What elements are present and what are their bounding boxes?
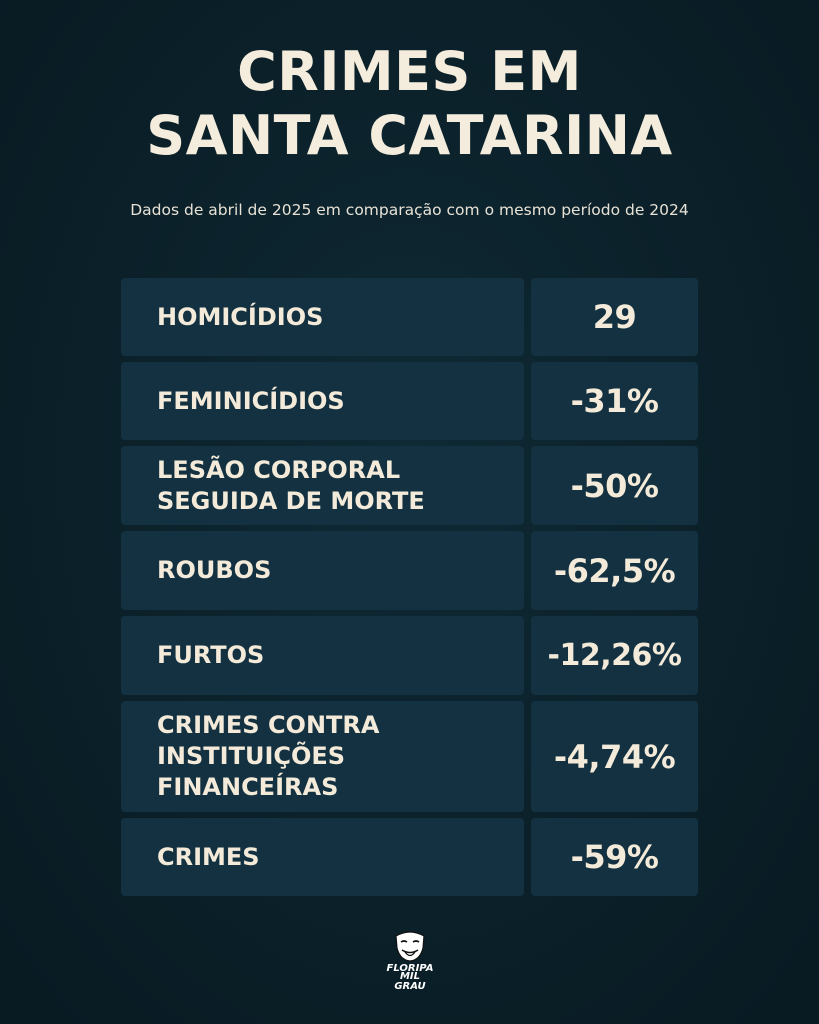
table-row: LESÃO CORPORAL SEGUIDA DE MORTE -50%: [121, 446, 698, 525]
row-value: -31%: [531, 362, 698, 440]
mask-icon: [395, 931, 425, 962]
title-line-2: SANTA CATARINA: [146, 104, 673, 167]
row-value: -12,26%: [531, 616, 698, 695]
row-value: 29: [531, 278, 698, 356]
row-label: CRIMES: [121, 818, 524, 896]
logo-text-line-1: FLORIPA: [386, 963, 434, 974]
logo-text-line-2: MIL GRAU: [394, 971, 426, 992]
row-value: -50%: [531, 446, 698, 525]
row-label: FURTOS: [121, 616, 524, 695]
table-row: ROUBOS -62,5%: [121, 531, 698, 610]
row-label: FEMINICÍDIOS: [121, 362, 524, 440]
table-row: FURTOS -12,26%: [121, 616, 698, 695]
table-row: CRIMES CONTRA INSTITUIÇÕES FINANCEÍRAS -…: [121, 701, 698, 812]
table-row: CRIMES -59%: [121, 818, 698, 896]
crime-table: HOMICÍDIOS 29 FEMINICÍDIOS -31% LESÃO CO…: [121, 278, 698, 902]
subtitle: Dados de abril de 2025 em comparação com…: [130, 201, 689, 219]
row-value: -59%: [531, 818, 698, 896]
row-value: -62,5%: [531, 531, 698, 610]
row-value: -4,74%: [531, 701, 698, 812]
table-row: FEMINICÍDIOS -31%: [121, 362, 698, 440]
row-label: CRIMES CONTRA INSTITUIÇÕES FINANCEÍRAS: [121, 701, 524, 812]
row-label: HOMICÍDIOS: [121, 278, 524, 356]
title-line-1: CRIMES EM: [237, 40, 582, 103]
brand-logo: FLORIPA MIL GRAU: [385, 930, 435, 992]
row-label: LESÃO CORPORAL SEGUIDA DE MORTE: [121, 446, 524, 525]
row-label: ROUBOS: [121, 531, 524, 610]
table-row: HOMICÍDIOS 29: [121, 278, 698, 356]
page-title: CRIMES EM SANTA CATARINA: [0, 40, 819, 168]
